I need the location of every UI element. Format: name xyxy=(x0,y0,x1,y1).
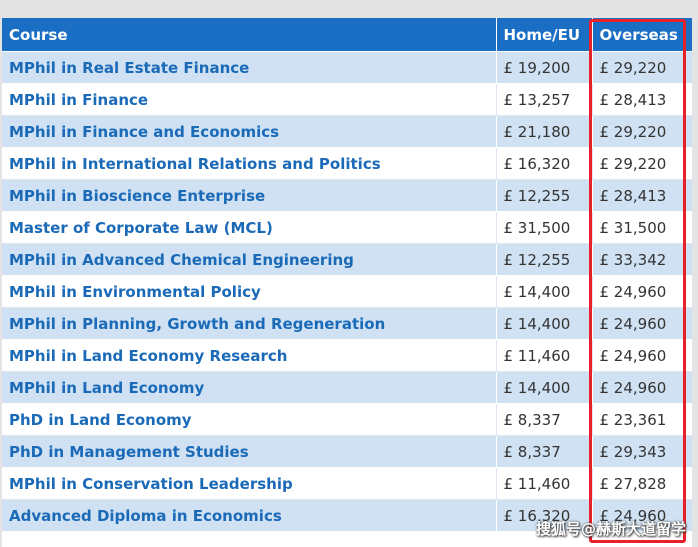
home-eu-fee: £ 14,400 xyxy=(495,307,592,340)
home-eu-fee: £ 14,400 xyxy=(495,275,592,308)
course-link[interactable]: MPhil in International Relations and Pol… xyxy=(2,147,496,180)
table-row: MPhil in Real Estate Finance £ 19,200 £ 29… xyxy=(2,51,692,84)
overseas-fee: £ 24,960 xyxy=(591,371,692,404)
overseas-fee: £ 24,960 xyxy=(591,339,692,372)
course-link[interactable]: MPhil in Planning, Growth and Regenerati… xyxy=(2,307,496,340)
course-link[interactable]: MPhil in Land Economy Research xyxy=(2,339,496,372)
table-row: MPhil in Land Economy Research £ 11,460 £ … xyxy=(2,339,692,372)
overseas-fee: £ 29,343 xyxy=(591,435,692,468)
course-link[interactable]: MPhil in Real Estate Finance xyxy=(2,51,496,84)
table-row: MPhil in Bioscience Enterprise £ 12,255 £ … xyxy=(2,179,692,212)
home-eu-fee: £ 11,460 xyxy=(495,467,592,500)
overseas-fee: £ 28,413 xyxy=(591,179,692,212)
watermark: 搜狐号@赫斯大道留学 xyxy=(535,520,686,538)
top-strip xyxy=(0,0,698,18)
table-row: MPhil in Environmental Policy £ 14,400 £ 2… xyxy=(2,275,692,308)
course-link[interactable]: MPhil in Land Economy xyxy=(2,371,496,404)
fees-table-container: Course Home/EU Overseas MPhil in Real Es… xyxy=(2,18,692,547)
course-link[interactable]: MPhil in Finance and Economics xyxy=(2,115,496,148)
overseas-fee: £ 29,220 xyxy=(591,147,692,180)
fees-table: Course Home/EU Overseas MPhil in Real Es… xyxy=(2,18,692,532)
home-eu-fee: £ 12,255 xyxy=(495,179,592,212)
home-eu-fee: £ 16,320 xyxy=(495,499,592,532)
course-link[interactable]: MPhil in Conservation Leadership xyxy=(2,467,496,500)
header-course: Course xyxy=(2,18,496,52)
table-row: MPhil in Finance and Economics £ 21,180 £ … xyxy=(2,115,692,148)
home-eu-fee: £ 21,180 xyxy=(495,115,592,148)
overseas-fee: £ 24,960 xyxy=(591,499,692,532)
overseas-fee: £ 24,960 xyxy=(591,275,692,308)
table-row: MPhil in Conservation Leadership £ 11,460… xyxy=(2,467,692,500)
overseas-fee: £ 23,361 xyxy=(591,403,692,436)
home-eu-fee: £ 8,337 xyxy=(495,403,592,436)
header-row: Course Home/EU Overseas xyxy=(2,18,692,52)
table-row: MPhil in Planning, Growth and Regenerati… xyxy=(2,307,692,340)
home-eu-fee: £ 12,255 xyxy=(495,243,592,276)
table-row: MPhil in Advanced Chemical Engineering £ … xyxy=(2,243,692,276)
home-eu-fee: £ 31,500 xyxy=(495,211,592,244)
overseas-fee: £ 24,960 xyxy=(591,307,692,340)
overseas-fee: £ 29,220 xyxy=(591,51,692,84)
overseas-fee: £ 27,828 xyxy=(591,467,692,500)
home-eu-fee: £ 16,320 xyxy=(495,147,592,180)
home-eu-fee: £ 11,460 xyxy=(495,339,592,372)
home-eu-fee: £ 13,257 xyxy=(495,83,592,116)
home-eu-fee: £ 8,337 xyxy=(495,435,592,468)
table-row: MPhil in Land Economy £ 14,400 £ 24,960 xyxy=(2,371,692,404)
table-row: Advanced Diploma in Economics £ 16,320 £ 2… xyxy=(2,499,692,532)
table-row: PhD in Management Studies £ 8,337 £ 29,343 xyxy=(2,435,692,468)
course-link[interactable]: PhD in Land Economy xyxy=(2,403,496,436)
header-home-eu: Home/EU xyxy=(495,18,592,52)
course-link[interactable]: Advanced Diploma in Economics xyxy=(2,499,496,532)
table-row: MPhil in Finance £ 13,257 £ 28,413 xyxy=(2,83,692,116)
overseas-fee: £ 28,413 xyxy=(591,83,692,116)
course-link[interactable]: MPhil in Environmental Policy xyxy=(2,275,496,308)
course-link[interactable]: MPhil in Bioscience Enterprise xyxy=(2,179,496,212)
table-row: MPhil in International Relations and Pol… xyxy=(2,147,692,180)
course-link[interactable]: Master of Corporate Law (MCL) xyxy=(2,211,496,244)
course-link[interactable]: MPhil in Finance xyxy=(2,83,496,116)
overseas-fee: £ 33,342 xyxy=(591,243,692,276)
table-row: PhD in Land Economy £ 8,337 £ 23,361 xyxy=(2,403,692,436)
overseas-fee: £ 29,220 xyxy=(591,115,692,148)
course-link[interactable]: MPhil in Advanced Chemical Engineering xyxy=(2,243,496,276)
course-link[interactable]: PhD in Management Studies xyxy=(2,435,496,468)
home-eu-fee: £ 19,200 xyxy=(495,51,592,84)
header-overseas: Overseas xyxy=(591,18,692,52)
table-row: Master of Corporate Law (MCL) £ 31,500 £ 3… xyxy=(2,211,692,244)
overseas-fee: £ 31,500 xyxy=(591,211,692,244)
home-eu-fee: £ 14,400 xyxy=(495,371,592,404)
